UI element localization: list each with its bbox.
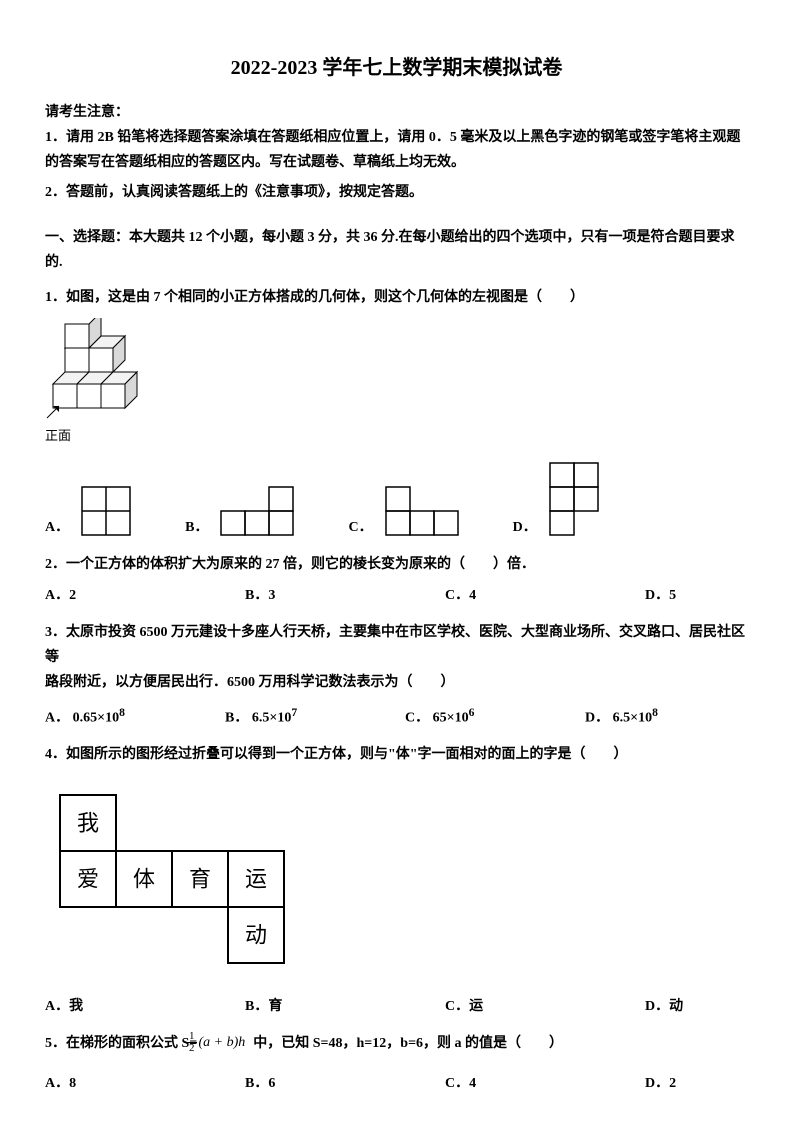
- notice-2: 2．答题前，认真阅读答题纸上的《注意事项》，按规定答题。: [45, 180, 748, 205]
- q3-B: B． 6.5×107: [225, 702, 315, 731]
- cell-ai: 爱: [77, 866, 99, 891]
- q2-B: B．3: [245, 583, 335, 608]
- q1-opt-c-svg: [381, 482, 463, 540]
- notice-1: 1．请用 2B 铅笔将选择题答案涂填在答题纸相应位置上，请用 0．5 毫米及以上…: [45, 125, 748, 175]
- q3-text1: 3．太原市投资 6500 万元建设十多座人行天桥，主要集中在市区学校、医院、大型…: [45, 620, 748, 670]
- q1-opt-d-label: D．: [513, 515, 537, 540]
- q5-A: A．8: [45, 1071, 135, 1096]
- q4-D: D．动: [645, 994, 735, 1019]
- section-title: 一、选择题：本大题共 12 个小题，每小题 3 分，共 36 分.在每小题给出的…: [45, 225, 748, 275]
- cell-ti: 体: [133, 866, 155, 891]
- q4-A: A．我: [45, 994, 135, 1019]
- q3-C: C． 65×106: [405, 702, 495, 731]
- q3-A: A． 0.65×108: [45, 702, 135, 731]
- q1-opt-b-label: B．: [185, 515, 208, 540]
- q1-options: A． B． C．: [45, 458, 748, 540]
- q2-options: A．2 B．3 C．4 D．5: [45, 583, 748, 608]
- notice-head: 请考生注意：: [45, 100, 748, 125]
- q1-opt-b-svg: [216, 482, 298, 540]
- cell-yun: 运: [245, 866, 267, 891]
- q1-text: 1．如图，这是由 7 个相同的小正方体搭成的几何体，则这个几何体的左视图是（ ）: [45, 285, 748, 310]
- q4-options: A．我 B．育 C．运 D．动: [45, 994, 748, 1019]
- q1-opt-d-svg: [545, 458, 603, 540]
- q1-figure: 正面: [45, 318, 748, 447]
- q1-opt-c-label: C．: [348, 515, 372, 540]
- cell-yu: 育: [189, 866, 211, 891]
- q3-options: A． 0.65×108 B． 6.5×107 C． 65×106 D． 6.5×…: [45, 702, 748, 731]
- exam-title: 2022-2023 学年七上数学期末模拟试卷: [45, 50, 748, 86]
- q4-text: 4．如图所示的图形经过折叠可以得到一个正方体，则与"体"字一面相对的面上的字是（…: [45, 742, 748, 767]
- q2-C: C．4: [445, 583, 535, 608]
- q4-net-svg: 我 爱 体 育 运 动: [55, 790, 315, 980]
- q4-figure: 我 爱 体 育 运 动: [55, 790, 748, 980]
- q5-B: B．6: [245, 1071, 335, 1096]
- q1-solid-svg: [45, 318, 145, 424]
- q5-text-main: 5．在梯形的面积公式 S= 中，已知 S=48，h=12，b=6，则 a 的值是…: [45, 1036, 563, 1051]
- q2-text: 2．一个正方体的体积扩大为原来的 27 倍，则它的棱长变为原来的（ ）倍．: [45, 552, 748, 577]
- q2-D: D．5: [645, 583, 735, 608]
- q5-C: C．4: [445, 1071, 535, 1096]
- q3-D: D． 6.5×108: [585, 702, 675, 731]
- q1-opt-a-label: A．: [45, 515, 69, 540]
- cell-dong: 动: [245, 922, 267, 947]
- q4-C: C．运: [445, 994, 535, 1019]
- q3-text2: 路段附近，以方便居民出行．6500 万用科学记数法表示为（ ）: [45, 670, 748, 695]
- q4-B: B．育: [245, 994, 335, 1019]
- cell-wo: 我: [77, 810, 99, 835]
- front-label: 正面: [45, 424, 748, 447]
- q5-D: D．2: [645, 1071, 735, 1096]
- q1-opt-a-svg: [77, 482, 135, 540]
- q2-A: A．2: [45, 583, 135, 608]
- q5-options: A．8 B．6 C．4 D．2: [45, 1071, 748, 1096]
